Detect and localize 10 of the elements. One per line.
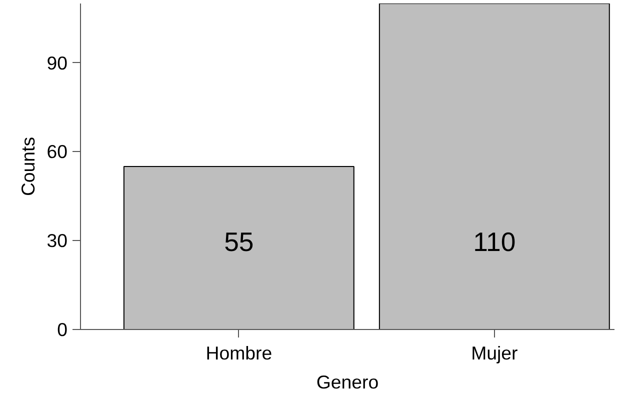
x-axis-title: Genero bbox=[316, 372, 379, 392]
y-tick-label: 60 bbox=[46, 141, 68, 162]
y-tick-label: 90 bbox=[46, 52, 68, 74]
x-tick-label: Mujer bbox=[471, 342, 518, 364]
x-tick-label: Hombre bbox=[206, 342, 272, 364]
data-label: 110 bbox=[473, 226, 516, 257]
y-axis-title: Counts bbox=[18, 136, 39, 196]
data-label: 55 bbox=[224, 226, 254, 257]
y-tick-label: 30 bbox=[46, 230, 68, 252]
y-tick-label: 0 bbox=[57, 319, 68, 340]
